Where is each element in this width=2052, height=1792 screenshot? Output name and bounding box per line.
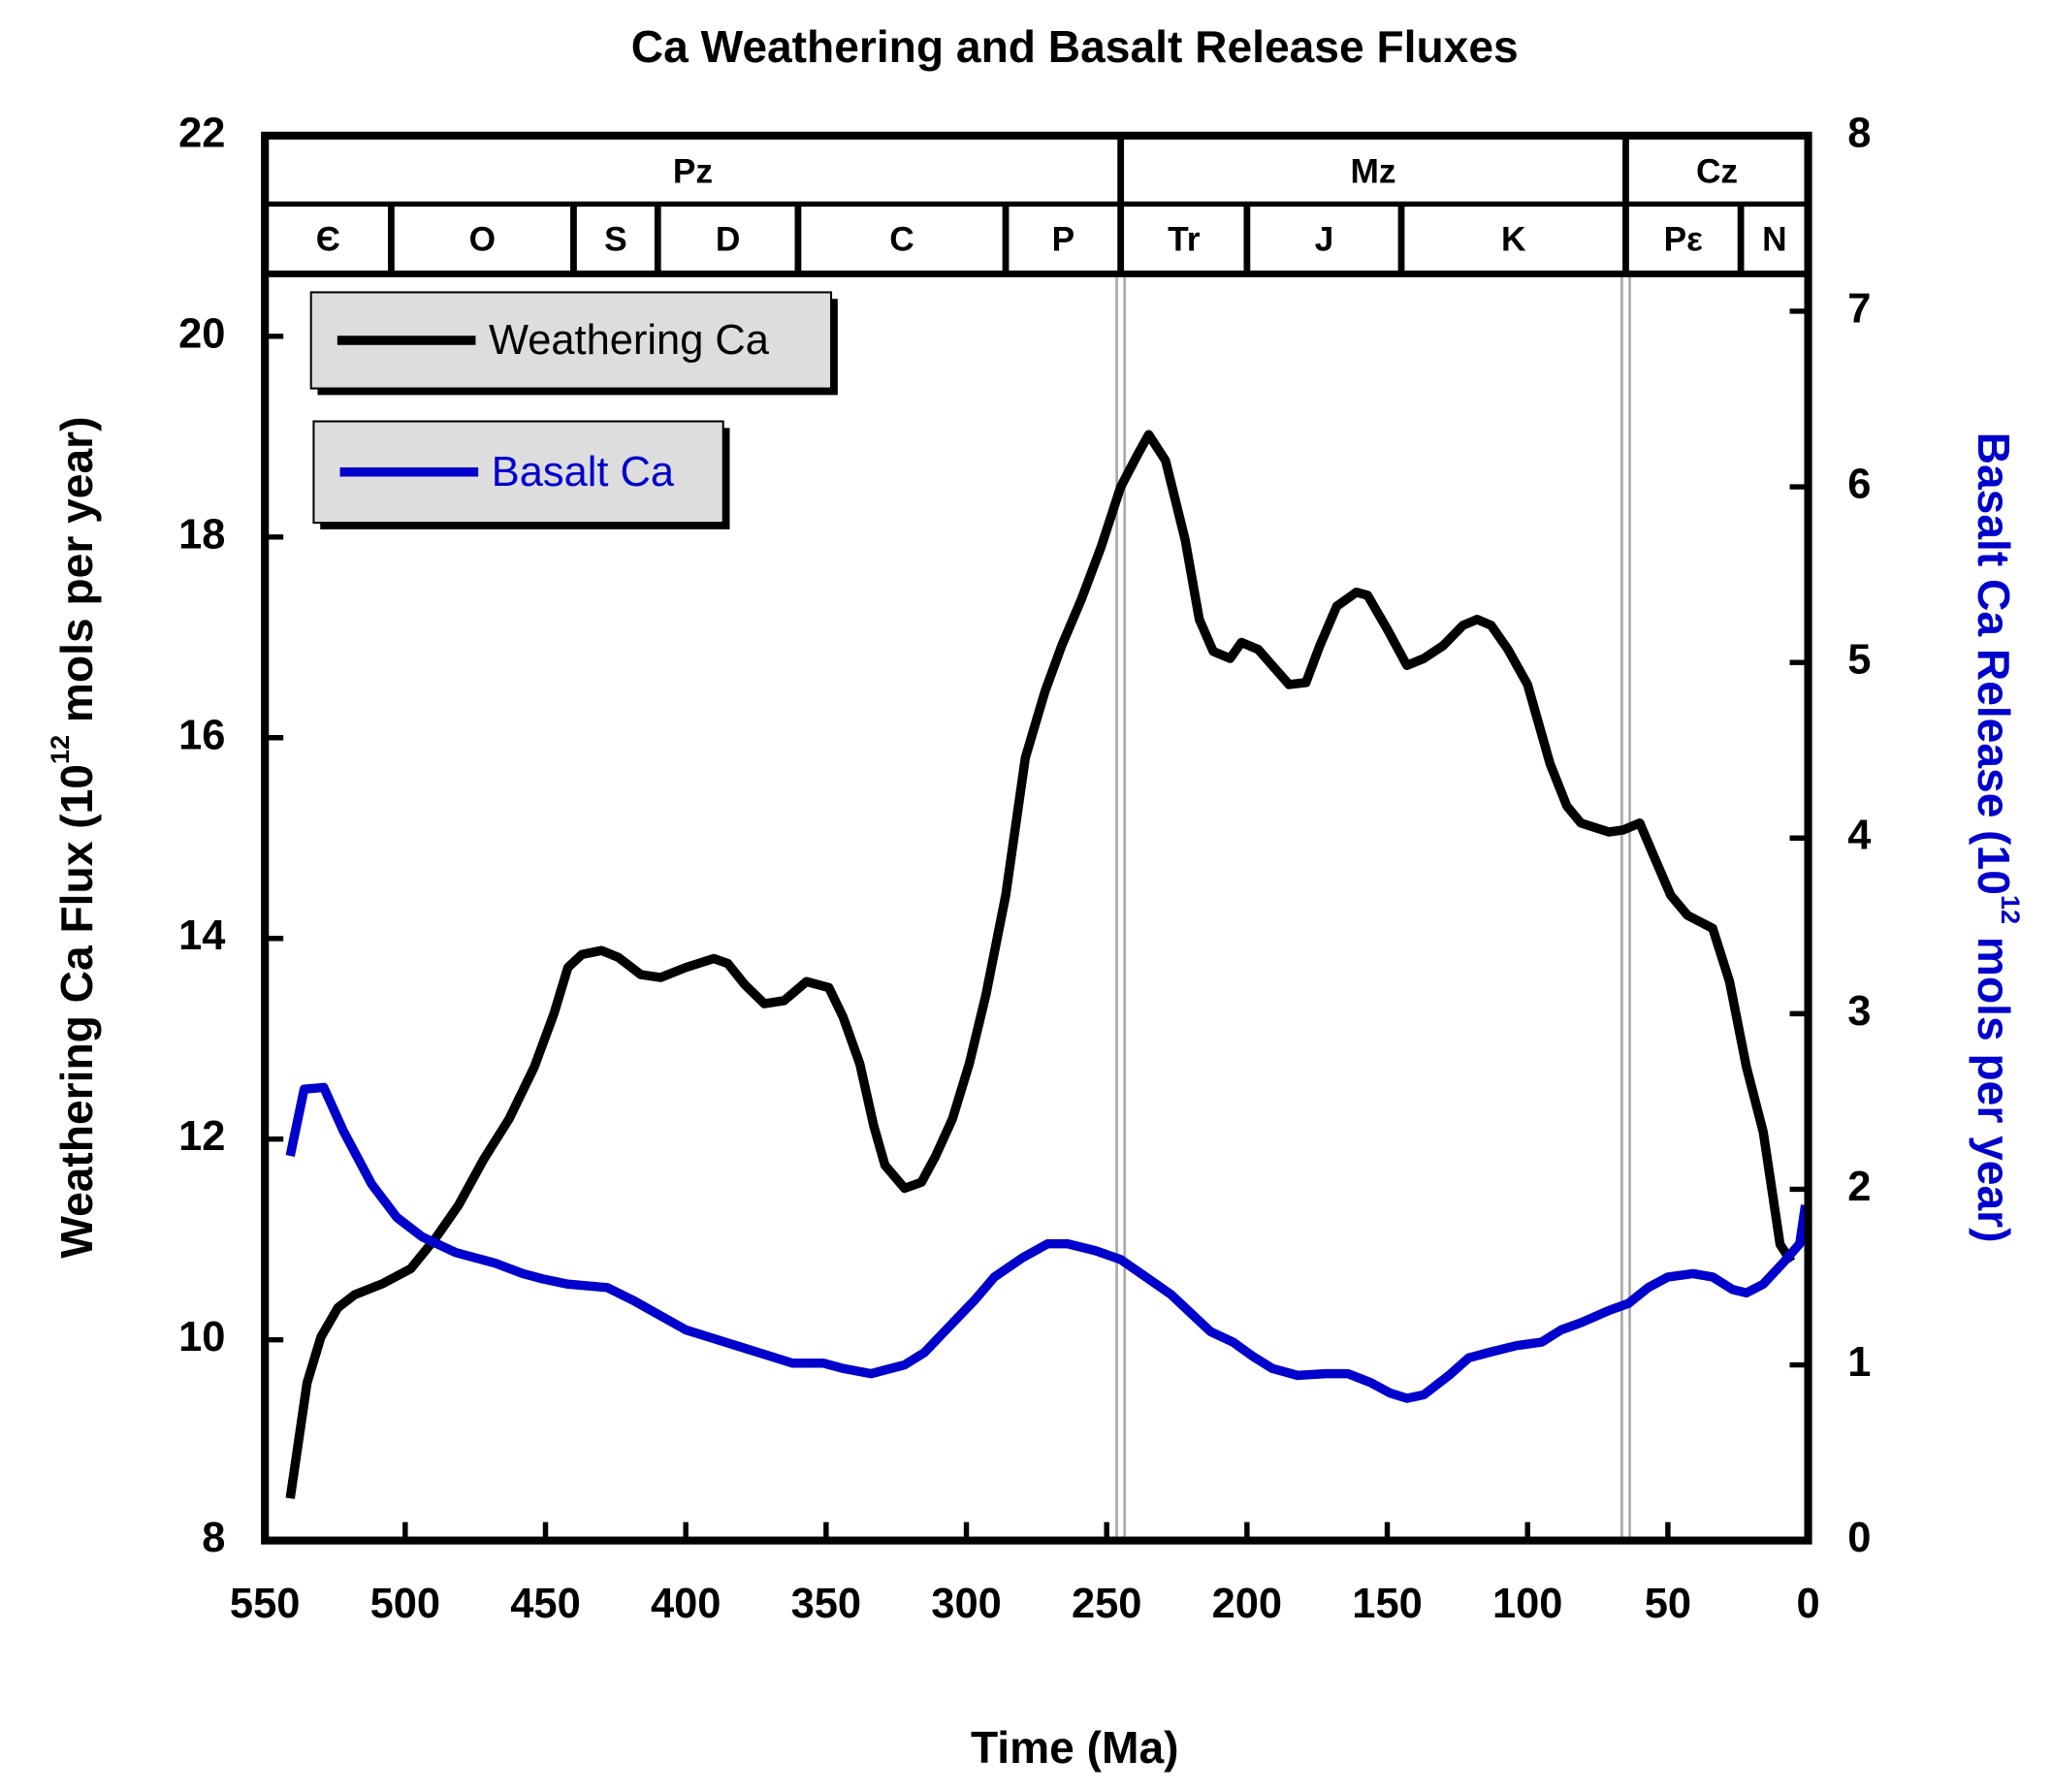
x-tick-label: 200 <box>1212 1581 1282 1627</box>
y-tick-label: 8 <box>202 1515 225 1561</box>
y-tick-label: 22 <box>178 110 225 156</box>
y2-axis-label-part: mols per year) <box>1969 924 2019 1242</box>
x-tick-label: 550 <box>230 1581 300 1627</box>
period-label: P <box>1052 220 1075 258</box>
plot-frame <box>261 131 1812 1545</box>
period-label: C <box>889 220 914 258</box>
era-label: Pz <box>673 153 713 191</box>
period-label: Є <box>316 220 340 258</box>
legend-label: Basalt Ca <box>492 449 675 496</box>
x-tick-label: 0 <box>1796 1581 1819 1627</box>
x-tick-label: 500 <box>370 1581 440 1627</box>
y2-axis-label-part: Basalt Ca Release (10 <box>1969 432 2019 895</box>
era-label: Cz <box>1696 153 1738 191</box>
y-tick-label: 18 <box>178 511 225 558</box>
y2-axis-label-sup: 12 <box>1996 895 2026 924</box>
y-axis-label-sup: 12 <box>45 735 75 764</box>
x-axis-label: Time (Ma) <box>971 1722 1179 1773</box>
chart-title: Ca Weathering and Basalt Release Fluxes <box>631 21 1519 72</box>
y-tick-label: 14 <box>178 912 225 959</box>
period-label: O <box>469 220 496 258</box>
y2-tick-label: 8 <box>1847 110 1871 156</box>
x-tick-label: 400 <box>651 1581 721 1627</box>
line-series <box>285 1082 1811 1403</box>
y2-tick-label: 4 <box>1847 813 1871 859</box>
period-label: J <box>1315 220 1334 258</box>
y2-axis-label: Basalt Ca Release (1012 mols per year) <box>1969 432 2026 1243</box>
y-tick-label: 10 <box>178 1314 225 1360</box>
era-label: Mz <box>1351 153 1396 191</box>
period-label: D <box>716 220 741 258</box>
y2-tick-label: 6 <box>1847 462 1871 508</box>
x-tick-label: 150 <box>1352 1581 1422 1627</box>
period-label: K <box>1501 220 1526 258</box>
y-axis-label: Weathering Ca Flux (1012 mols per year) <box>45 417 102 1259</box>
x-tick-label: 350 <box>791 1581 861 1627</box>
legend-label: Weathering Ca <box>489 317 770 364</box>
y-axis-label-part: mols per year) <box>51 417 102 735</box>
period-label: S <box>604 220 627 258</box>
x-tick-label: 300 <box>931 1581 1001 1627</box>
period-label: N <box>1762 220 1787 258</box>
line-series <box>285 430 1796 1499</box>
y-tick-label: 20 <box>178 310 225 357</box>
x-tick-label: 250 <box>1072 1581 1141 1627</box>
y-axis-label-part: Weathering Ca Flux (10 <box>51 764 102 1259</box>
period-label: Pε <box>1664 220 1704 258</box>
y2-tick-label: 7 <box>1847 285 1871 332</box>
x-tick-label: 450 <box>510 1581 580 1627</box>
x-tick-label: 100 <box>1492 1581 1562 1627</box>
x-tick-label: 50 <box>1645 1581 1691 1627</box>
y-tick-label: 12 <box>178 1113 225 1160</box>
y2-tick-label: 5 <box>1847 637 1871 684</box>
y2-tick-label: 0 <box>1847 1515 1871 1561</box>
y2-tick-label: 3 <box>1847 988 1871 1035</box>
y2-tick-label: 2 <box>1847 1164 1871 1210</box>
y-tick-label: 16 <box>178 712 225 758</box>
y2-tick-label: 1 <box>1847 1339 1871 1386</box>
period-label: Tr <box>1168 220 1201 258</box>
